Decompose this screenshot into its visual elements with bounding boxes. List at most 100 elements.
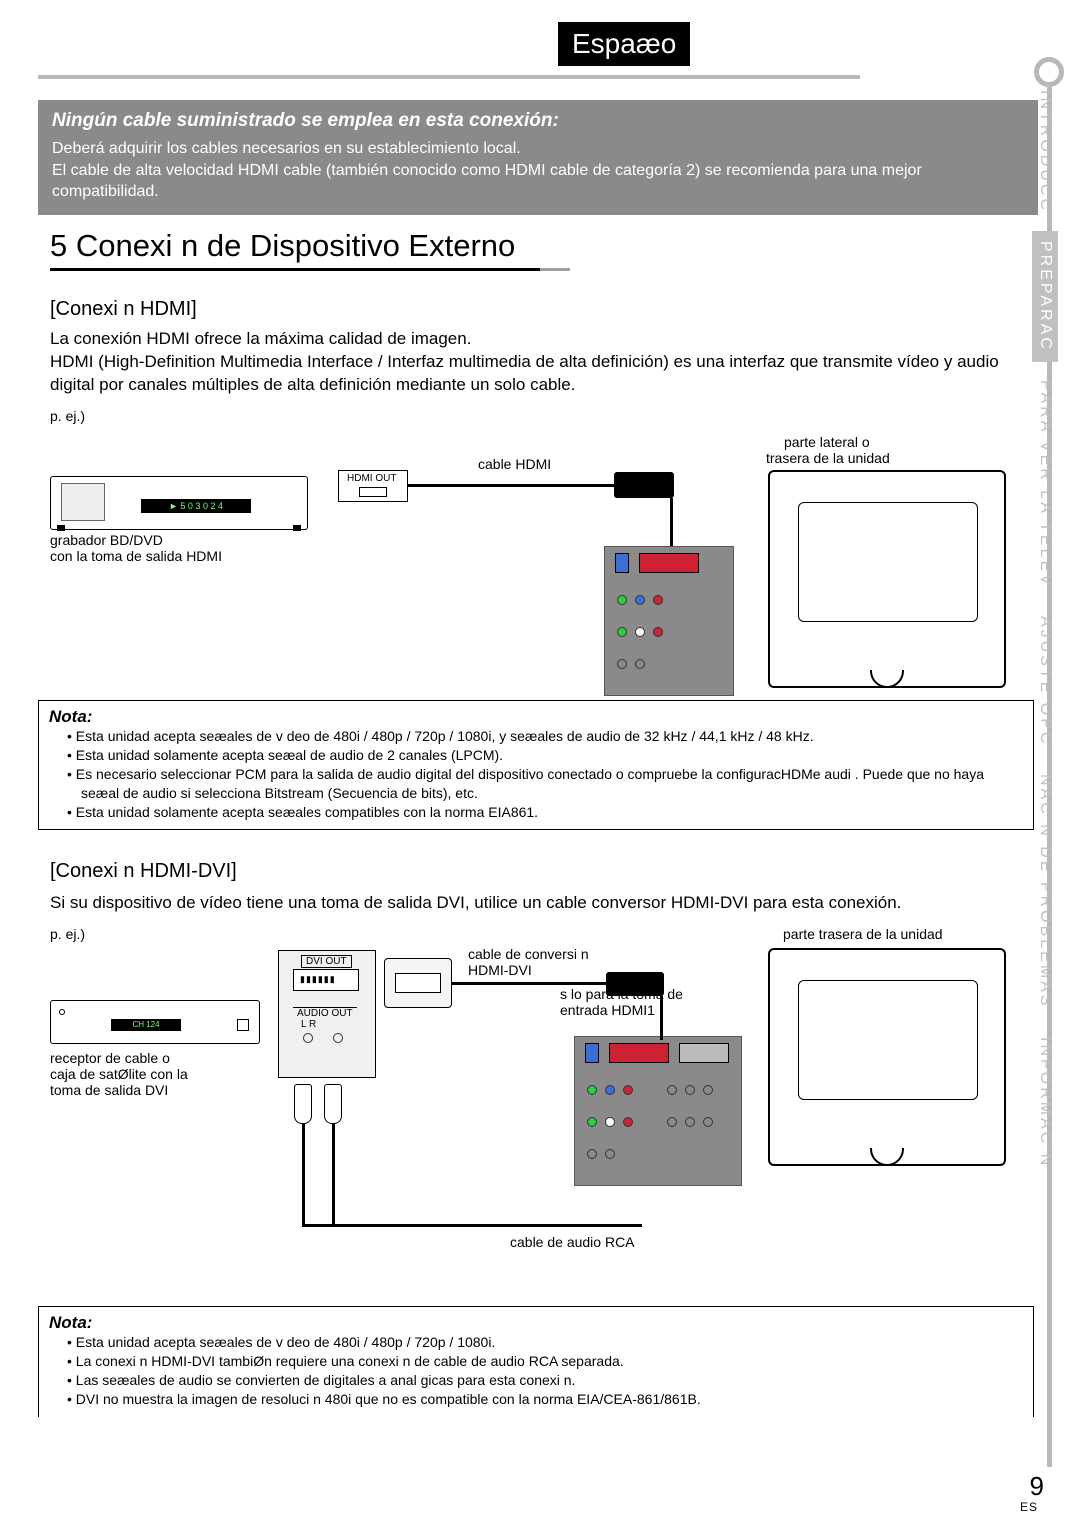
input-label-red: [639, 553, 699, 573]
receiver-label1: receptor de cable o: [50, 1050, 170, 1066]
hdmidvi-diagram: CH 124 receptor de cable o caja de satØl…: [50, 944, 1010, 1294]
p2-aux5: [685, 1117, 695, 1127]
hdmidvi-note-box: Nota: Esta unidad acepta seæales de v de…: [38, 1306, 1034, 1417]
hdmidvi-eg: p. ej.): [50, 926, 85, 942]
p2-aux1: [667, 1085, 677, 1095]
rca-cable-run: [302, 1224, 642, 1227]
side-tab-ver-tv: PARA VER LA TELEV: [1032, 370, 1058, 598]
hdmi-paragraph: La conexión HDMI ofrece la máxima calida…: [50, 328, 1020, 397]
p2-pr: [623, 1085, 633, 1095]
audio-r-port: [333, 1033, 343, 1043]
receiver-label3: toma de salida DVI: [50, 1082, 168, 1098]
language-tab: Espaæo: [558, 22, 690, 66]
component-y: [617, 595, 627, 605]
av-audio-l: [635, 627, 645, 637]
rca-plug-r: [324, 1084, 342, 1124]
hdmi-note-list: Esta unidad acepta seæales de v deo de 4…: [49, 727, 1023, 821]
bd-dvd-recorder: ► 5 0 3 0 2 4: [50, 476, 308, 530]
es-label: ES: [1020, 1500, 1038, 1514]
hdmi-p1: La conexión HDMI ofrece la máxima calida…: [50, 329, 471, 348]
hdmi-eg: p. ej.): [50, 408, 85, 424]
hdmi-out-label: HDMI OUT: [347, 473, 396, 484]
dvi-connector-face: [395, 973, 441, 993]
recorder-display: ► 5 0 3 0 2 4: [141, 499, 251, 513]
hdmi-note-3: Es necesario seleccionar PCM para la sal…: [67, 765, 1023, 803]
recorder-label2: con la toma de salida HDMI: [50, 548, 222, 564]
only-label1: s lo para la toma de: [560, 986, 683, 1002]
hdmi-out-port: HDMI OUT: [338, 470, 408, 502]
side-tab-problemas: NAC N DE PROBLEMAS: [1032, 764, 1058, 1018]
top-rule: [38, 75, 860, 79]
side-label1: parte lateral o: [784, 434, 870, 450]
dvi-port: ▮▮▮▮▮▮: [293, 969, 359, 991]
hdmidvi-back-label: parte trasera de la unidad: [783, 926, 943, 942]
hdmidvi-note-label: Nota:: [49, 1313, 1023, 1333]
audio-l-port: [303, 1033, 313, 1043]
section-underline: [50, 268, 540, 271]
p2-aux7: [587, 1149, 597, 1159]
receiver-label2: caja de satØlite con la: [50, 1066, 188, 1082]
p2-aux4: [667, 1117, 677, 1127]
receiver-button: [237, 1019, 249, 1031]
av-video: [617, 627, 627, 637]
hdmi-note-label: Nota:: [49, 707, 1023, 727]
hdmidvi-subheading: [Conexi n HDMI-DVI]: [50, 860, 237, 883]
vga-port: [679, 1043, 729, 1063]
tv-stand2: [870, 1148, 904, 1166]
only-label2: entrada HDMI1: [560, 1002, 655, 1018]
hdmi-diagram: ► 5 0 3 0 2 4 grabador BD/DVD con la tom…: [50, 428, 1010, 688]
hdmi-note-1: Esta unidad acepta seæales de v deo de 4…: [67, 727, 1023, 746]
p2-av-v: [587, 1117, 597, 1127]
hdmi1-input: [585, 1043, 599, 1063]
section-title: Conexi n de Dispositivo Externo: [76, 228, 515, 263]
p2-av-r: [623, 1117, 633, 1127]
recorder-label1: grabador BD/DVD: [50, 532, 163, 548]
p2-aux2: [685, 1085, 695, 1095]
hdmi-p2: HDMI (High-Definition Multimedia Interfa…: [50, 352, 999, 394]
hdmi-port-shape: [359, 487, 387, 497]
av-audio-r: [653, 627, 663, 637]
hdmidvi-note-3: Las seæales de audio se convierten de di…: [67, 1371, 1023, 1390]
hdmi-note-box: Nota: Esta unidad acepta seæales de v de…: [38, 700, 1034, 830]
hdmi-cable-label: cable HDMI: [478, 456, 551, 472]
hdmi-note-4: Esta unidad solamente acepta seæales com…: [67, 803, 1023, 822]
side-label2: trasera de la unidad: [766, 450, 890, 466]
tv-input-panel: [604, 546, 734, 696]
tv-back-outline2: [768, 948, 1006, 1166]
conv-label1: cable de conversi n: [468, 946, 589, 962]
p2-y: [587, 1085, 597, 1095]
audio-out-label: AUDIO OUT: [293, 1007, 357, 1019]
hdmi-cable-drop: [670, 498, 673, 548]
notice-box: Ningún cable suministrado se emplea en e…: [38, 100, 1038, 215]
input-label-strip: [609, 1043, 669, 1063]
hdmi-input-1: [615, 553, 629, 573]
rca-plug-l: [294, 1084, 312, 1124]
receiver-led: [59, 1009, 65, 1015]
hdmi-drop2: [660, 996, 663, 1040]
lr-label: L R: [301, 1019, 316, 1030]
p2-av-l: [605, 1117, 615, 1127]
notice-line2: El cable de alta velocidad HDMI cable (t…: [52, 160, 1024, 203]
rca-label: cable de audio RCA: [510, 1234, 635, 1250]
tv-back-inner2: [798, 980, 978, 1100]
hdmidvi-note-list: Esta unidad acepta seæales de v deo de 4…: [49, 1333, 1023, 1409]
receiver-display: CH 124: [111, 1019, 181, 1031]
tv-back-outline: [768, 470, 1006, 688]
hdmidvi-note-2: La conexi n HDMI-DVI tambiØn requiere un…: [67, 1352, 1023, 1371]
hdmidvi-paragraph: Si su dispositivo de vídeo tiene una tom…: [50, 892, 1020, 915]
p2-aux3: [703, 1085, 713, 1095]
aux-1: [617, 659, 627, 669]
hdmi-subheading: [Conexi n HDMI]: [50, 298, 197, 321]
notice-body: Deberá adquirir los cables necesarios en…: [52, 138, 1024, 203]
section-underline-accent: [540, 268, 570, 271]
tv-back-inner: [798, 502, 978, 622]
component-pb: [635, 595, 645, 605]
hdmidvi-cable: [452, 982, 622, 985]
receiver-back-panel: DVI OUT ▮▮▮▮▮▮ AUDIO OUT L R: [278, 950, 376, 1078]
notice-line1: Deberá adquirir los cables necesarios en…: [52, 138, 1024, 160]
side-tab-informacion: INFORMAC N: [1032, 1027, 1058, 1178]
rca-cable-l: [302, 1124, 305, 1224]
side-navigation: INTRODUCC PREPARAC PARA VER LA TELEV AJU…: [1032, 80, 1080, 1186]
dvi-pins: ▮▮▮▮▮▮: [300, 974, 336, 985]
recorder-disc-tray: [61, 483, 105, 521]
